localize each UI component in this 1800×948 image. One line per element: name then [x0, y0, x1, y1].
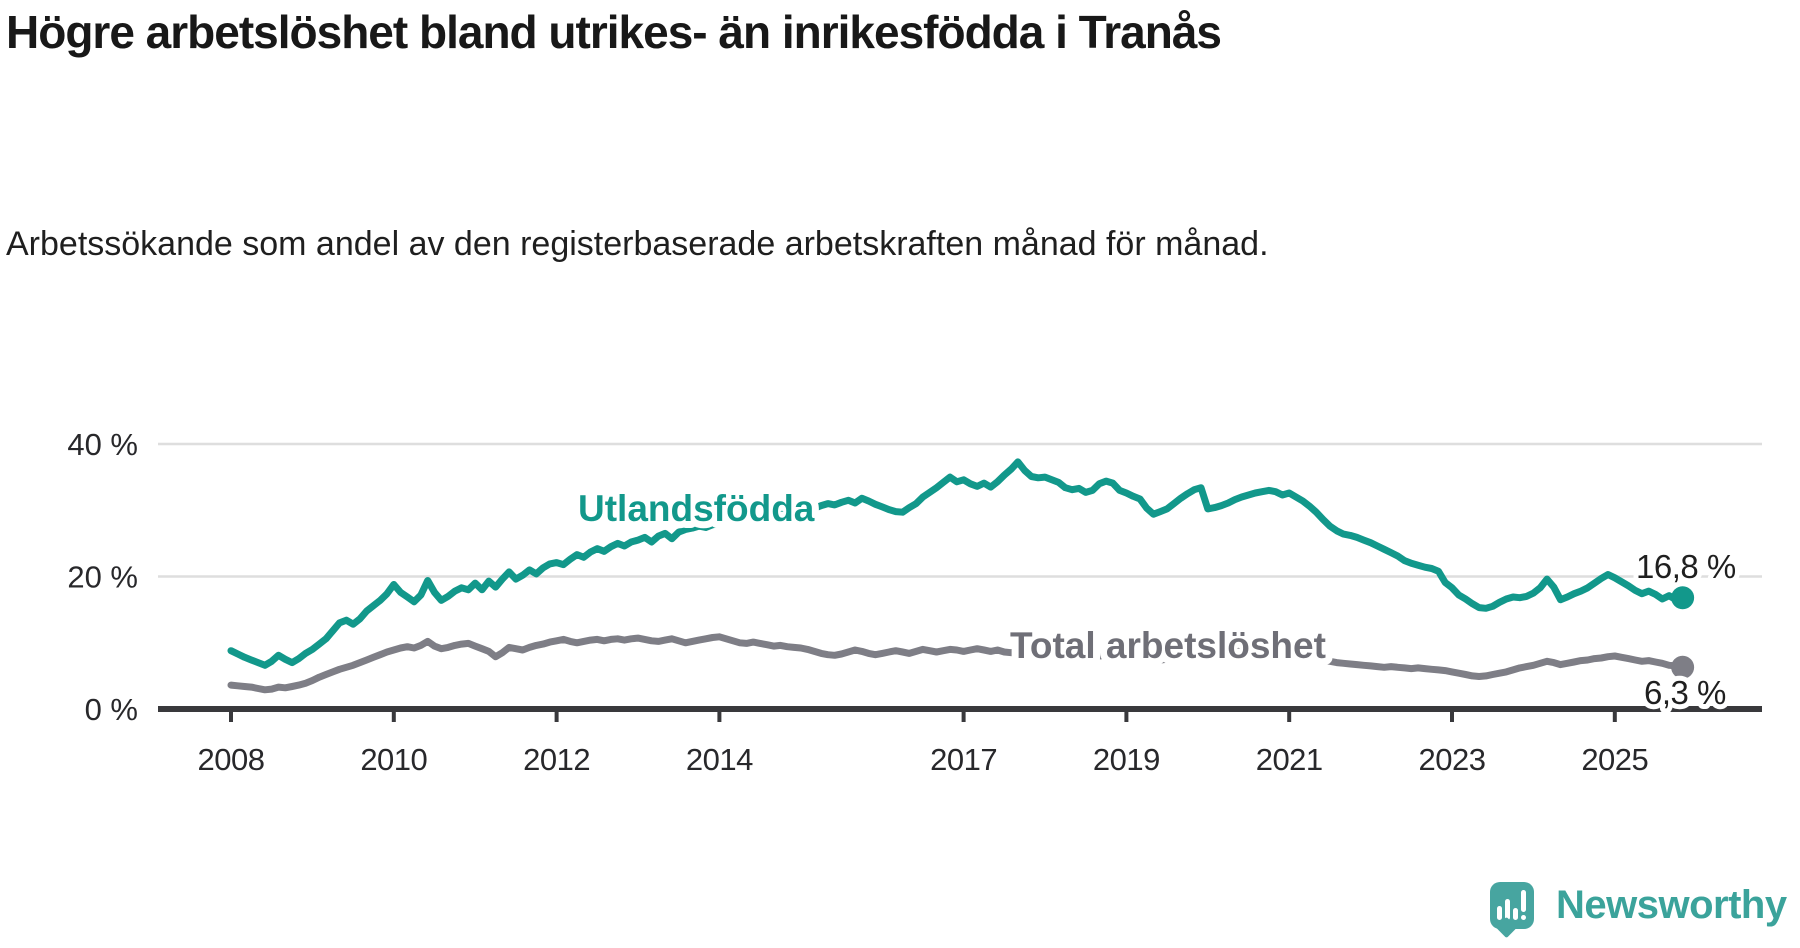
logo-bar-icon — [1513, 908, 1518, 920]
series-end-dot — [1671, 655, 1695, 679]
series-line-utlandsfodda — [227, 458, 1687, 669]
y-tick-label: 20 % — [67, 560, 138, 595]
brand-logo: Newsworthy — [1490, 882, 1787, 929]
brand-name: Newsworthy — [1556, 883, 1787, 927]
x-tick-label: 2010 — [360, 742, 427, 777]
logo-exclamation-icon — [1521, 915, 1526, 920]
page-title: Högre arbetslöshet bland utrikes- än inr… — [6, 6, 1222, 58]
series-end-value-label: 6,3 % — [1644, 674, 1726, 711]
newsworthy-logo-icon — [1490, 882, 1534, 929]
page-subtitle: Arbetssökande som andel av den registerb… — [6, 225, 1269, 263]
logo-bar-icon — [1505, 899, 1510, 920]
series-label: Total arbetslöshet — [1010, 625, 1326, 666]
y-tick-label: 0 % — [85, 692, 138, 727]
x-tick-label: 2021 — [1256, 742, 1323, 777]
logo-bar-icon — [1497, 906, 1502, 920]
x-tick-label: 2023 — [1419, 742, 1486, 777]
series-end-value-label: 16,8 % — [1636, 548, 1736, 585]
x-tick-label: 2017 — [930, 742, 997, 777]
y-tick-label: 40 % — [67, 427, 138, 462]
series-line-total — [227, 633, 1687, 694]
series-label: Utlandsfödda — [578, 488, 815, 529]
x-tick-label: 2012 — [523, 742, 590, 777]
logo-exclamation-icon — [1521, 890, 1526, 912]
x-tick-label: 2025 — [1581, 742, 1648, 777]
x-tick-label: 2019 — [1093, 742, 1160, 777]
series-end-dot — [1671, 586, 1695, 610]
x-tick-label: 2008 — [198, 742, 265, 777]
x-tick-label: 2014 — [686, 742, 753, 777]
